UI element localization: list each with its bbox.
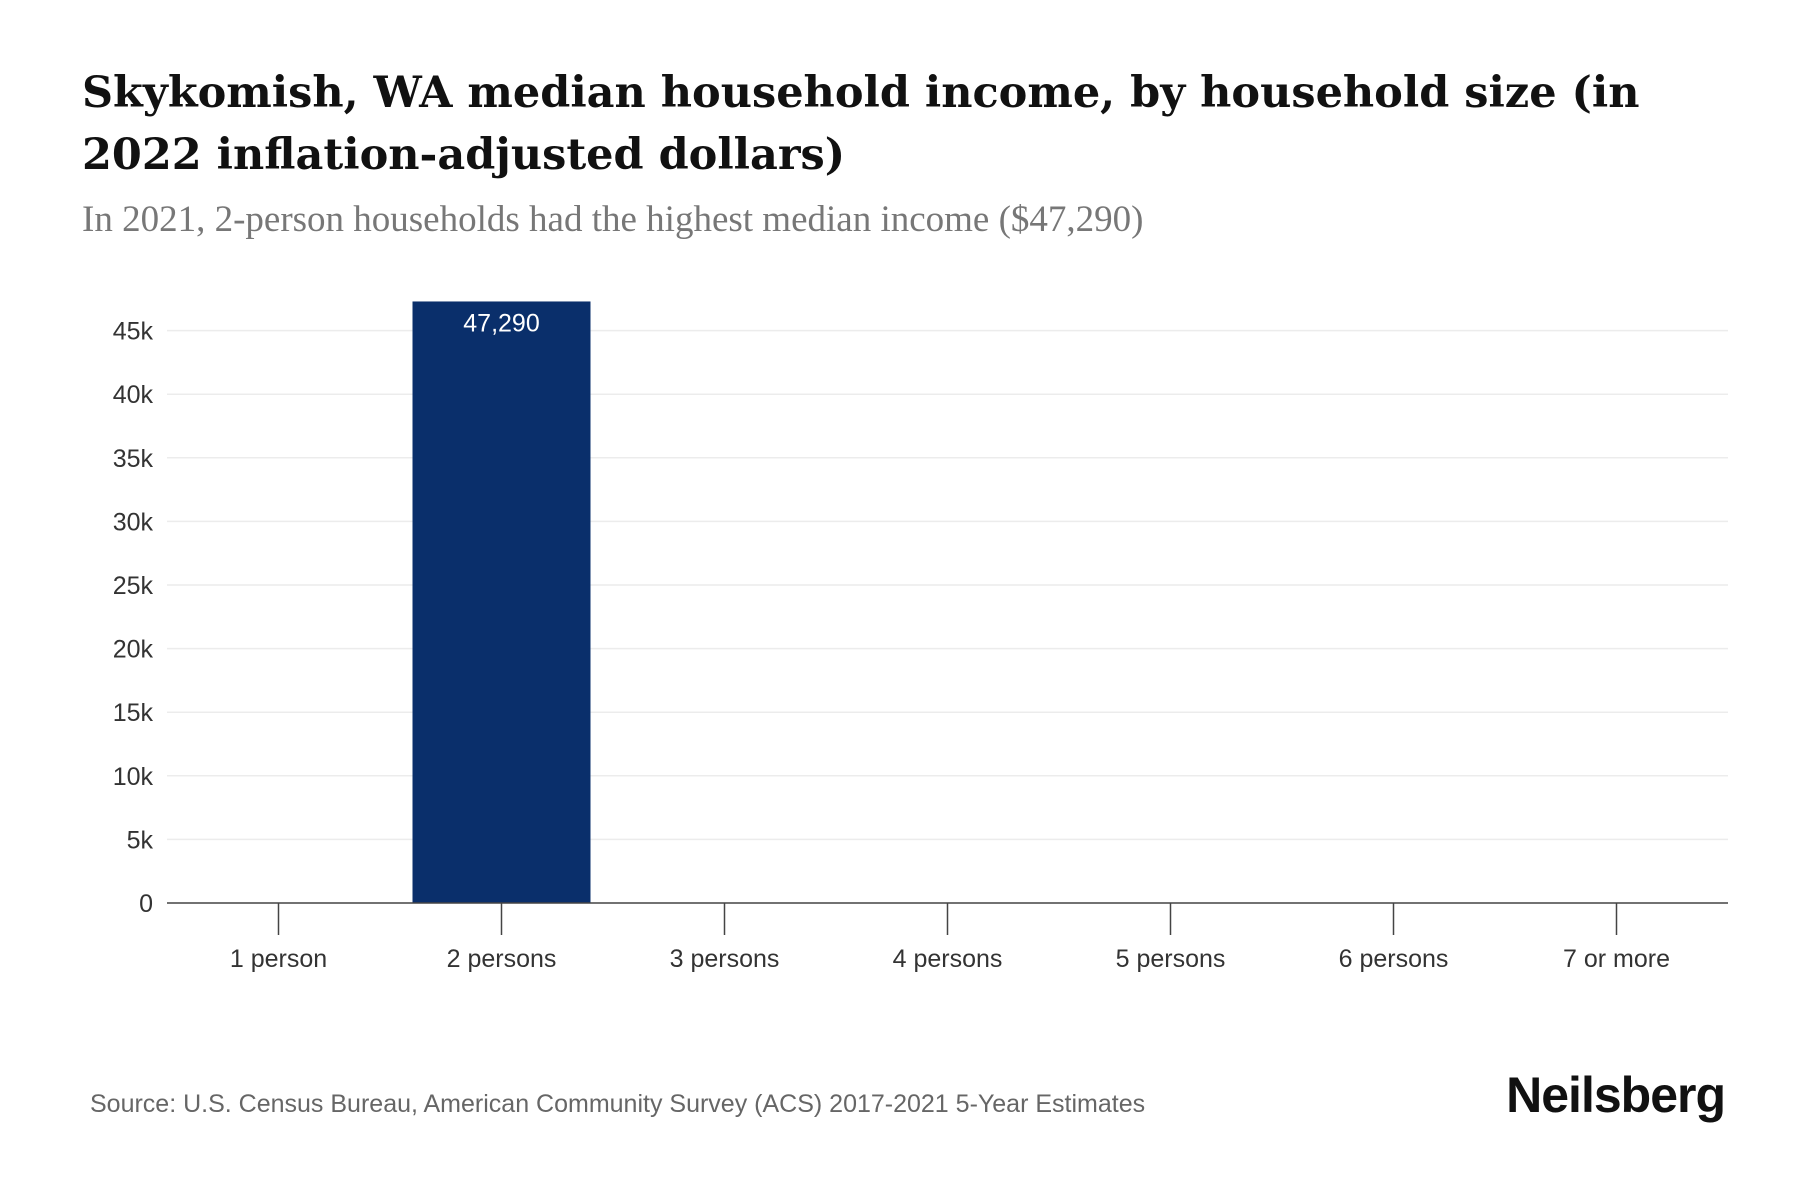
y-tick-label: 10k (113, 763, 154, 791)
x-tick-label: 1 person (230, 945, 327, 973)
neilsberg-logo: Neilsberg (1506, 1067, 1726, 1123)
y-tick-label: 20k (113, 636, 154, 664)
x-tick-label: 5 persons (1116, 945, 1226, 973)
x-tick-label: 3 persons (670, 945, 780, 973)
data-label: 47,290 (463, 309, 539, 337)
chart-subtitle: In 2021, 2-person households had the hig… (82, 199, 1144, 240)
y-tick-label: 0 (139, 890, 153, 918)
y-tick-label: 40k (113, 381, 154, 409)
y-tick-label: 15k (113, 699, 154, 727)
x-tick-label: 6 persons (1339, 945, 1449, 973)
x-tick-label: 4 persons (893, 945, 1003, 973)
chart-title: Skykomish, WA median household income, b… (82, 68, 1640, 180)
source-note: Source: U.S. Census Bureau, American Com… (90, 1090, 1146, 1118)
y-tick-label: 45k (113, 318, 154, 346)
y-tick-label: 30k (113, 508, 154, 536)
y-tick-label: 35k (113, 445, 154, 473)
x-tick-label: 7 or more (1563, 945, 1670, 973)
bar (412, 301, 591, 903)
x-tick-label: 2 persons (447, 945, 557, 973)
y-tick-label: 5k (127, 826, 154, 854)
y-tick-label: 25k (113, 572, 154, 600)
